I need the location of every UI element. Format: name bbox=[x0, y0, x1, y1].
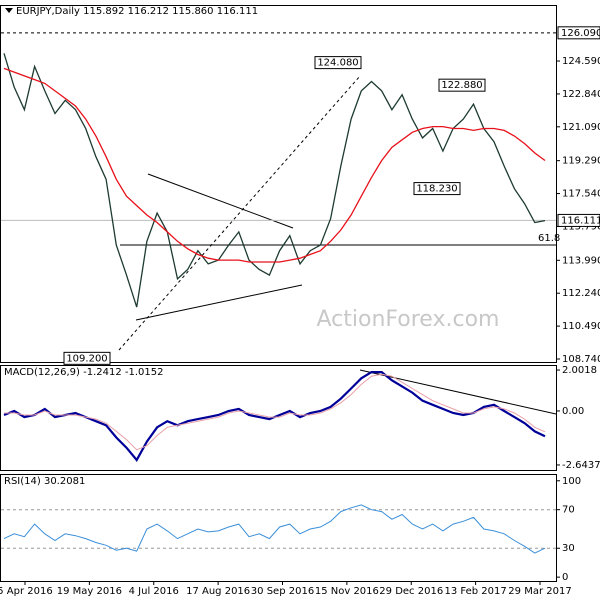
y-tick-label: 124.590 bbox=[562, 56, 600, 67]
watermark: ActionForex.com bbox=[317, 307, 500, 332]
y-tick-label: 121.090 bbox=[562, 122, 600, 133]
y-tick-label: 30 bbox=[562, 543, 575, 554]
annotation-label: 122.880 bbox=[441, 80, 482, 91]
annotation-label: 109.200 bbox=[66, 353, 107, 364]
annotation-box bbox=[314, 56, 362, 70]
x-tick-label: 17 Aug 2016 bbox=[186, 586, 250, 597]
y-tick-label: -2.6437 bbox=[562, 460, 600, 471]
panel-title: RSI(14) 30.2081 bbox=[4, 476, 85, 487]
y-tick-label: 0 bbox=[562, 572, 568, 583]
y-tick-label: 122.840 bbox=[562, 89, 600, 100]
annotation-box bbox=[63, 351, 111, 365]
x-tick-label: 13 Feb 2017 bbox=[445, 586, 507, 597]
y-tick-label: 2.0018 bbox=[562, 365, 597, 376]
annotation-box bbox=[438, 78, 486, 92]
series-line bbox=[3, 53, 546, 308]
level-box bbox=[557, 26, 600, 40]
series-line bbox=[3, 67, 546, 263]
y-tick-label: 119.290 bbox=[562, 156, 600, 167]
x-tick-label: 30 Sep 2016 bbox=[251, 586, 314, 597]
annotation-label: 118.230 bbox=[416, 184, 457, 195]
y-tick-label: 110.490 bbox=[562, 321, 600, 332]
y-tick-label: 112.240 bbox=[562, 288, 600, 299]
annotation-box bbox=[413, 182, 461, 196]
x-tick-label: 15 Nov 2016 bbox=[315, 586, 379, 597]
panel-title: EURJPY,Daily 115.892 116.212 115.860 116… bbox=[16, 6, 258, 17]
y-tick-label: 117.540 bbox=[562, 189, 600, 200]
fib-label: 61.8 bbox=[538, 233, 560, 244]
y-tick-label: 70 bbox=[562, 505, 575, 516]
x-tick-label: 19 May 2016 bbox=[57, 586, 122, 597]
x-tick-label: 29 Mar 2017 bbox=[508, 586, 571, 597]
current-label: 116.111 bbox=[561, 215, 600, 226]
series-line bbox=[4, 373, 546, 451]
trendlines bbox=[118, 75, 557, 415]
y-tick-label: 113.990 bbox=[562, 255, 600, 266]
y-tick-label: 0.00 bbox=[562, 406, 584, 417]
level-label: 126.090 bbox=[561, 28, 600, 39]
current-box bbox=[557, 213, 600, 227]
x-tick-label: 29 Dec 2016 bbox=[379, 586, 443, 597]
panel-frames bbox=[0, 5, 557, 582]
panel-title: MACD(12,26,9) -1.2412 -1.0152 bbox=[4, 367, 164, 378]
y-tick-label: 115.790 bbox=[562, 221, 600, 232]
y-tick-label: 100 bbox=[562, 476, 581, 487]
y-tick-label: 108.740 bbox=[562, 354, 600, 365]
x-tick-label: 4 Jul 2016 bbox=[129, 586, 179, 597]
series-line bbox=[3, 504, 546, 554]
x-tick-label: 5 Apr 2016 bbox=[0, 586, 53, 597]
annotation-label: 124.080 bbox=[317, 58, 358, 69]
menu-triangle bbox=[5, 8, 13, 13]
